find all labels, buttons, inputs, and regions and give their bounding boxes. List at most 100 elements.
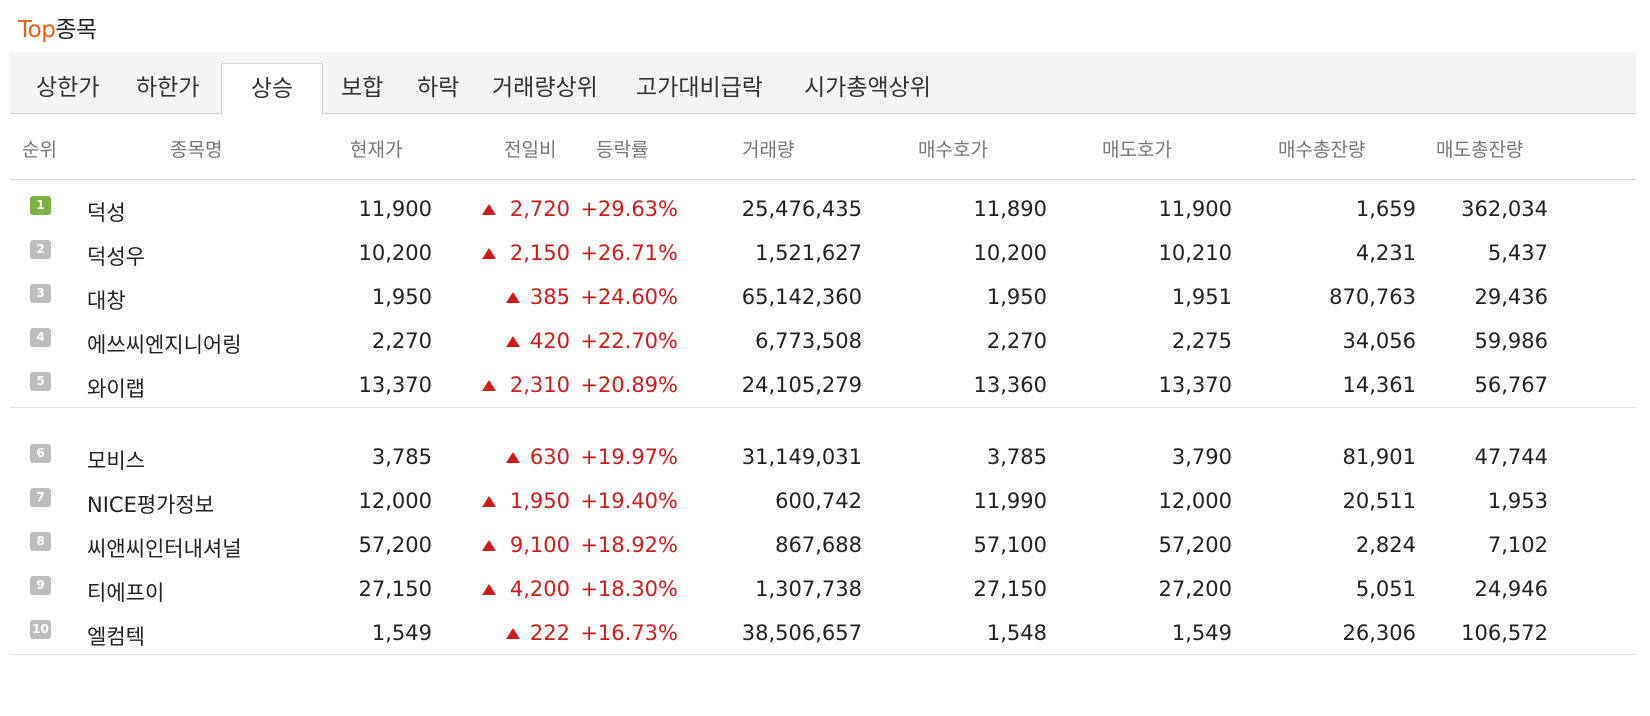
- table-row[interactable]: 4 에쓰씨엔지니어링 2,270 420 +22.70% 6,773,508 2,270 2,…: [10, 319, 1636, 365]
- table-row[interactable]: 1 덕성 11,900 2,720 +29.63% 25,476,435 11,890 11,…: [10, 187, 1636, 233]
- stock-name[interactable]: 에쓰씨엔지니어링: [87, 333, 242, 357]
- up-triangle-icon: [506, 292, 520, 303]
- stock-name[interactable]: NICE평가정보: [87, 493, 215, 517]
- bid-total: 4,231: [1355, 241, 1416, 265]
- table-row[interactable]: 10 엘컴텍 1,549 222 +16.73% 38,506,657 1,548 1,549…: [10, 611, 1636, 657]
- tab-market-cap-top[interactable]: 시가총액상위: [804, 75, 931, 101]
- tab-lower-limit[interactable]: 하한가: [136, 75, 200, 101]
- tab-flat[interactable]: 보합: [341, 75, 384, 101]
- change-rate: +20.89%: [580, 373, 678, 397]
- tab-volume-top[interactable]: 거래량상위: [492, 75, 598, 101]
- table-row[interactable]: 6 모비스 3,785 630 +19.97% 31,149,031 3,785 3,790 8…: [10, 435, 1636, 481]
- volume: 1,521,627: [755, 241, 862, 265]
- bid-total: 870,763: [1329, 285, 1416, 309]
- change-amount: 630: [529, 445, 570, 469]
- volume: 31,149,031: [741, 445, 862, 469]
- tab-rise[interactable]: 상승: [221, 63, 323, 115]
- stock-name[interactable]: 덕성우: [87, 245, 145, 269]
- col-price: 현재가: [350, 139, 403, 161]
- stock-name[interactable]: 모비스: [87, 449, 145, 473]
- table-bottom-divider: [10, 654, 1636, 655]
- table-row[interactable]: 2 덕성우 10,200 2,150 +26.71% 1,521,627 10,200 10,…: [10, 231, 1636, 277]
- volume: 867,688: [775, 533, 862, 557]
- bid-total: 26,306: [1342, 621, 1416, 645]
- ask-price: 3,790: [1171, 445, 1232, 469]
- table-row[interactable]: 9 티에프이 27,150 4,200 +18.30% 1,307,738 27,150 27…: [10, 567, 1636, 613]
- up-triangle-icon: [482, 380, 496, 391]
- current-price: 13,370: [358, 373, 432, 397]
- tab-upper-limit[interactable]: 상한가: [36, 75, 100, 101]
- rank-badge-icon: 8: [30, 532, 51, 551]
- bid-total: 2,824: [1355, 533, 1416, 557]
- current-price: 3,785: [371, 445, 432, 469]
- volume: 25,476,435: [741, 197, 862, 221]
- stock-name[interactable]: 덕성: [87, 201, 126, 225]
- rank-badge-icon: 10: [30, 620, 51, 639]
- ask-price: 13,370: [1158, 373, 1232, 397]
- up-triangle-icon: [506, 336, 520, 347]
- bid-price: 1,548: [986, 621, 1047, 645]
- stock-name[interactable]: 씨앤씨인터내셔널: [87, 537, 242, 561]
- current-price: 57,200: [358, 533, 432, 557]
- table-row[interactable]: 3 대창 1,950 385 +24.60% 65,142,360 1,950 1,951 87…: [10, 275, 1636, 321]
- ask-total: 56,767: [1474, 373, 1548, 397]
- rank-badge-icon: 4: [30, 328, 51, 347]
- bid-total: 5,051: [1355, 577, 1416, 601]
- change-amount: 420: [529, 329, 570, 353]
- change-amount: 4,200: [509, 577, 570, 601]
- change-rate: +29.63%: [580, 197, 678, 221]
- volume: 6,773,508: [755, 329, 862, 353]
- ask-total: 106,572: [1461, 621, 1548, 645]
- volume: 600,742: [775, 489, 862, 513]
- change-rate: +26.71%: [580, 241, 678, 265]
- change-amount: 2,310: [509, 373, 570, 397]
- rank-badge-icon: 2: [30, 240, 51, 259]
- bid-price: 1,950: [986, 285, 1047, 309]
- stock-name[interactable]: 티에프이: [87, 581, 165, 605]
- up-triangle-icon: [482, 584, 496, 595]
- bid-price: 11,890: [973, 197, 1047, 221]
- volume: 38,506,657: [741, 621, 862, 645]
- ask-total: 7,102: [1487, 533, 1548, 557]
- bid-total: 34,056: [1342, 329, 1416, 353]
- change-rate: +18.92%: [580, 533, 678, 557]
- stock-name[interactable]: 와이랩: [87, 377, 145, 401]
- current-price: 10,200: [358, 241, 432, 265]
- tab-fall[interactable]: 하락: [417, 75, 460, 101]
- up-triangle-icon: [482, 496, 496, 507]
- group-divider: [10, 407, 1636, 408]
- change-rate: +19.40%: [580, 489, 678, 513]
- volume: 65,142,360: [741, 285, 862, 309]
- ask-price: 2,275: [1171, 329, 1232, 353]
- bid-total: 1,659: [1355, 197, 1416, 221]
- current-price: 2,270: [371, 329, 432, 353]
- rank-badge-icon: 9: [30, 576, 51, 595]
- current-price: 1,549: [371, 621, 432, 645]
- change-rate: +16.73%: [580, 621, 678, 645]
- ask-price: 12,000: [1158, 489, 1232, 513]
- current-price: 12,000: [358, 489, 432, 513]
- tab-drop-vs-high[interactable]: 고가대비급락: [636, 75, 763, 101]
- table-row[interactable]: 8 씨앤씨인터내셔널 57,200 9,100 +18.92% 867,688 57,100…: [10, 523, 1636, 569]
- bid-price: 11,990: [973, 489, 1047, 513]
- bid-price: 27,150: [973, 577, 1047, 601]
- stock-name[interactable]: 대창: [87, 289, 126, 313]
- page-title-accent: Top: [18, 17, 56, 43]
- up-triangle-icon: [482, 204, 496, 215]
- col-bid-total: 매수총잔량: [1278, 139, 1366, 161]
- page-title: Top종목: [18, 10, 97, 44]
- change-amount: 222: [529, 621, 570, 645]
- rank-badge-icon: 7: [30, 488, 51, 507]
- ask-price: 1,951: [1171, 285, 1232, 309]
- col-rate: 등락률: [596, 139, 649, 161]
- change-amount: 385: [529, 285, 570, 309]
- table-row[interactable]: 7 NICE평가정보 12,000 1,950 +19.40% 600,742 11,990…: [10, 479, 1636, 525]
- bid-price: 3,785: [986, 445, 1047, 469]
- change-amount: 2,150: [509, 241, 570, 265]
- up-triangle-icon: [506, 628, 520, 639]
- bid-price: 2,270: [986, 329, 1047, 353]
- stock-name[interactable]: 엘컴텍: [87, 625, 145, 649]
- ask-price: 1,549: [1171, 621, 1232, 645]
- table-row[interactable]: 5 와이랩 13,370 2,310 +20.89% 24,105,279 13,360 13…: [10, 363, 1636, 409]
- ask-price: 11,900: [1158, 197, 1232, 221]
